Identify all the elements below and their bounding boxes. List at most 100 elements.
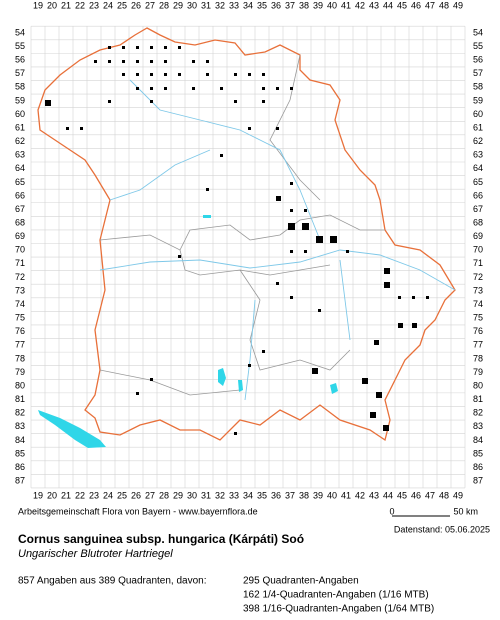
column-label: 43 bbox=[369, 490, 379, 500]
column-label: 48 bbox=[439, 490, 449, 500]
subtitle: Ungarischer Blutroter Hartriegel bbox=[18, 548, 173, 560]
grid bbox=[30, 25, 466, 489]
row-label: 74 bbox=[473, 299, 483, 309]
column-label: 36 bbox=[271, 490, 281, 500]
column-label: 38 bbox=[299, 490, 309, 500]
row-label: 80 bbox=[15, 380, 25, 390]
row-label: 64 bbox=[473, 163, 483, 173]
column-label: 47 bbox=[425, 0, 435, 10]
column-label: 28 bbox=[159, 490, 169, 500]
row-label: 81 bbox=[15, 394, 25, 404]
column-label: 34 bbox=[243, 0, 253, 10]
row-label: 77 bbox=[15, 340, 25, 350]
row-label: 75 bbox=[473, 313, 483, 323]
column-label: 37 bbox=[285, 0, 295, 10]
column-label: 34 bbox=[243, 490, 253, 500]
row-label: 55 bbox=[15, 41, 25, 51]
column-label: 44 bbox=[383, 490, 393, 500]
occurrence-dots bbox=[45, 46, 429, 435]
column-label: 23 bbox=[89, 0, 99, 10]
row-label: 85 bbox=[15, 448, 25, 458]
row-label: 76 bbox=[15, 326, 25, 336]
column-label: 25 bbox=[117, 490, 127, 500]
column-label: 25 bbox=[117, 0, 127, 10]
row-label: 65 bbox=[15, 177, 25, 187]
row-label: 74 bbox=[15, 299, 25, 309]
axis-labels: 19 19 20 20 21 21 22 22 23 23 24 24 25 25 26 26 27 27 28 28… bbox=[15, 0, 483, 500]
row-label: 87 bbox=[473, 476, 483, 486]
row-label: 73 bbox=[473, 285, 483, 295]
column-label: 40 bbox=[327, 0, 337, 10]
column-label: 32 bbox=[215, 0, 225, 10]
row-label: 82 bbox=[473, 408, 483, 418]
column-label: 46 bbox=[411, 0, 421, 10]
column-label: 33 bbox=[229, 0, 239, 10]
column-label: 43 bbox=[369, 0, 379, 10]
row-label: 78 bbox=[15, 353, 25, 363]
column-label: 26 bbox=[131, 490, 141, 500]
column-label: 21 bbox=[61, 0, 71, 10]
column-label: 36 bbox=[271, 0, 281, 10]
count-line: 398 1/16-Quadranten-Angaben (1/64 MTB) bbox=[243, 604, 434, 615]
column-label: 41 bbox=[341, 490, 351, 500]
column-label: 27 bbox=[145, 0, 155, 10]
lake-bodensee bbox=[38, 410, 106, 448]
column-label: 49 bbox=[453, 490, 463, 500]
row-label: 68 bbox=[473, 217, 483, 227]
row-label: 58 bbox=[15, 82, 25, 92]
row-label: 85 bbox=[473, 448, 483, 458]
column-label: 46 bbox=[411, 490, 421, 500]
scale-end: 50 km bbox=[453, 506, 478, 516]
column-label: 39 bbox=[313, 0, 323, 10]
column-label: 44 bbox=[383, 0, 393, 10]
row-label: 78 bbox=[473, 353, 483, 363]
row-label: 67 bbox=[473, 204, 483, 214]
row-label: 57 bbox=[15, 68, 25, 78]
row-label: 71 bbox=[15, 258, 25, 268]
row-label: 60 bbox=[15, 109, 25, 119]
rivers bbox=[99, 79, 456, 401]
column-label: 27 bbox=[145, 490, 155, 500]
column-label: 20 bbox=[47, 0, 57, 10]
column-label: 32 bbox=[215, 490, 225, 500]
row-label: 54 bbox=[473, 27, 483, 37]
column-label: 45 bbox=[397, 490, 407, 500]
column-label: 35 bbox=[257, 490, 267, 500]
row-label: 64 bbox=[15, 163, 25, 173]
column-label: 49 bbox=[453, 0, 463, 10]
row-label: 70 bbox=[473, 245, 483, 255]
scale-start: 0 bbox=[389, 506, 394, 516]
column-label: 20 bbox=[47, 490, 57, 500]
row-label: 68 bbox=[15, 217, 25, 227]
column-label: 22 bbox=[75, 0, 85, 10]
row-label: 61 bbox=[15, 122, 25, 132]
column-label: 28 bbox=[159, 0, 169, 10]
column-label: 31 bbox=[201, 490, 211, 500]
count-line: 162 1/4-Quadranten-Angaben (1/16 MTB) bbox=[243, 590, 429, 601]
row-label: 79 bbox=[15, 367, 25, 377]
column-label: 31 bbox=[201, 0, 211, 10]
column-label: 30 bbox=[187, 490, 197, 500]
row-label: 56 bbox=[15, 55, 25, 65]
summary: 857 Angaben aus 389 Quadranten, davon: bbox=[18, 576, 207, 587]
column-label: 47 bbox=[425, 490, 435, 500]
row-label: 70 bbox=[15, 245, 25, 255]
column-label: 42 bbox=[355, 0, 365, 10]
row-label: 77 bbox=[473, 340, 483, 350]
row-label: 72 bbox=[473, 272, 483, 282]
row-label: 54 bbox=[15, 27, 25, 37]
district-borders bbox=[99, 54, 385, 396]
row-label: 69 bbox=[473, 231, 483, 241]
column-label: 26 bbox=[131, 0, 141, 10]
column-label: 19 bbox=[33, 490, 43, 500]
column-label: 41 bbox=[341, 0, 351, 10]
column-label: 30 bbox=[187, 0, 197, 10]
column-label: 22 bbox=[75, 490, 85, 500]
count-line: 295 Quadranten-Angaben bbox=[243, 576, 359, 587]
row-label: 63 bbox=[15, 150, 25, 160]
row-label: 66 bbox=[15, 190, 25, 200]
date: Datenstand: 05.06.2025 bbox=[394, 524, 490, 534]
column-label: 40 bbox=[327, 490, 337, 500]
